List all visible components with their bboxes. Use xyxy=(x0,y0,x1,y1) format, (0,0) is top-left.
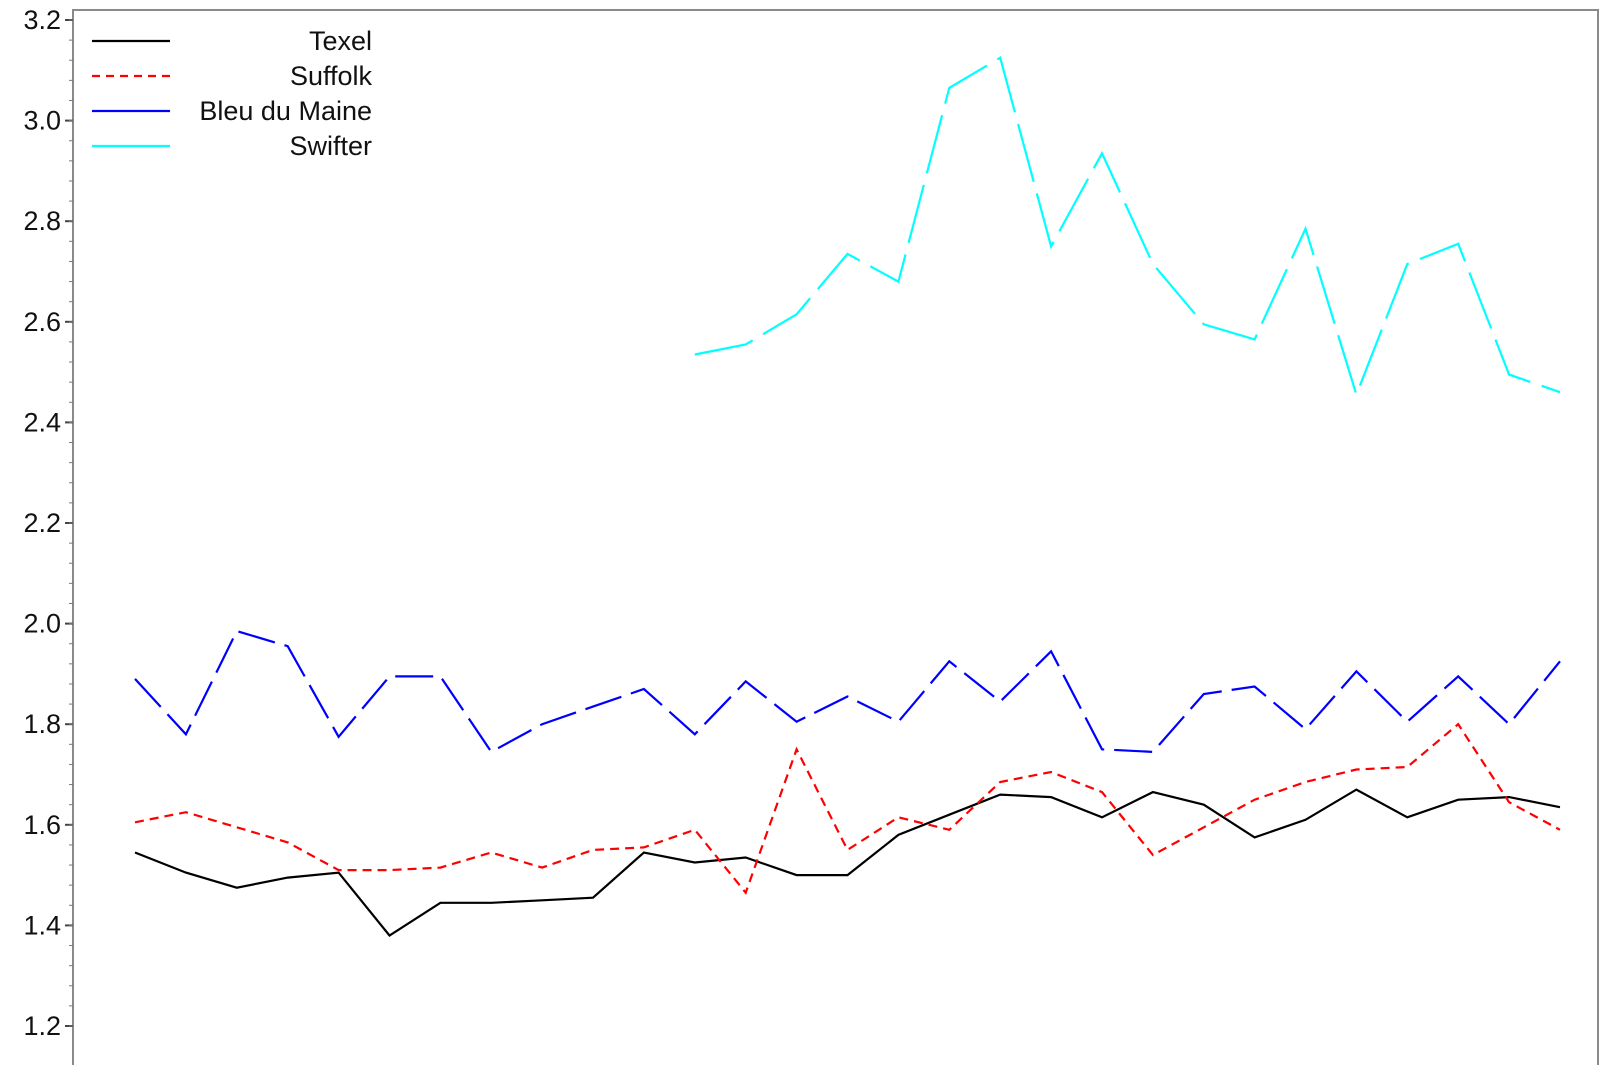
y-tick-label: 1.6 xyxy=(23,810,61,840)
y-tick-label: 2.4 xyxy=(23,407,61,437)
legend: Texel Suffolk Bleu du Maine Swifter xyxy=(92,26,372,161)
series-lines xyxy=(134,56,1561,937)
plot-axes xyxy=(72,9,1599,1065)
series-line-bleu-du-maine xyxy=(134,629,1561,754)
y-tick-label: 2.0 xyxy=(23,609,61,639)
legend-label-texel: Texel xyxy=(309,26,372,56)
legend-label-swifter: Swifter xyxy=(289,131,372,161)
y-tick-label: 2.2 xyxy=(23,508,61,538)
series-line-suffolk xyxy=(134,722,1561,895)
plot-frame xyxy=(72,9,1599,1065)
y-axis-ticks: 1.2 1.4 1.6 1.8 2.0 2.2 2.4 2.6 2.8 3.0 3.2 xyxy=(23,5,73,1041)
y-tick-label: 2.6 xyxy=(23,307,61,337)
series-line-swifter xyxy=(694,56,1561,399)
y-tick-label: 2.8 xyxy=(23,206,61,236)
y-tick-label: 3.0 xyxy=(23,106,61,136)
series-line-texel xyxy=(134,788,1561,937)
y-tick-label: 1.8 xyxy=(23,709,61,739)
y-tick-label: 1.4 xyxy=(23,910,61,940)
legend-label-bleu-du-maine: Bleu du Maine xyxy=(199,96,372,126)
legend-label-suffolk: Suffolk xyxy=(290,61,373,91)
y-tick-label: 1.2 xyxy=(23,1011,61,1041)
y-tick-label: 3.2 xyxy=(23,5,61,35)
